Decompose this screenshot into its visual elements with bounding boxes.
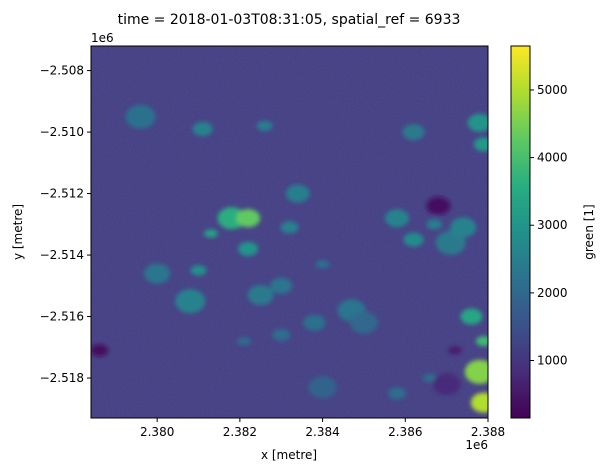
colorbar-tick-label: 5000	[537, 83, 568, 97]
x-tick-label: 2.388	[471, 425, 505, 439]
raster-patch	[272, 328, 291, 341]
x-offset-label: 1e6	[465, 438, 488, 452]
y-tick-label: −2.512	[40, 187, 84, 201]
raster-patch	[467, 113, 488, 132]
raster-patch	[447, 346, 462, 355]
y-tick-label: −2.510	[40, 125, 84, 139]
raster-patch	[285, 184, 310, 203]
raster-patch	[426, 196, 451, 215]
raster-patch	[303, 314, 326, 331]
raster-patch	[423, 374, 438, 383]
x-tick-label: 2.382	[223, 425, 257, 439]
colorbar-tick-label: 4000	[537, 151, 568, 165]
raster-patch	[125, 104, 156, 129]
x-axis-label: x [metre]	[261, 448, 317, 462]
colorbar-label: green [1]	[582, 204, 596, 259]
x-tick-label: 2.386	[388, 425, 422, 439]
y-axis-label: y [metre]	[11, 204, 25, 260]
raster-patch	[175, 289, 206, 314]
raster-patch	[473, 137, 488, 152]
x-axis: 2.380 2.382 2.384 2.386 2.388	[140, 418, 505, 439]
raster-patch	[192, 122, 213, 137]
raster-patch	[349, 311, 378, 334]
raster-patch	[385, 209, 410, 228]
raster-patch	[237, 337, 252, 346]
raster-patch	[280, 221, 299, 234]
colorbar-tick-label: 1000	[537, 354, 568, 368]
raster-patch	[403, 232, 424, 247]
raster-patch	[426, 219, 443, 230]
x-tick-label: 2.380	[140, 425, 174, 439]
colorbar-tick-label: 3000	[537, 218, 568, 232]
y-tick-label: −2.516	[40, 310, 84, 324]
plot-area	[91, 46, 488, 418]
raster-patch	[144, 263, 171, 284]
raster-patch	[203, 229, 218, 238]
y-axis: −2.508 −2.510 −2.512 −2.514 −2.516 −2.518	[40, 64, 91, 385]
y-tick-label: −2.518	[40, 371, 84, 385]
colorbar-axis: 1000 2000 3000 4000 5000	[530, 83, 568, 368]
raster-patch	[238, 241, 259, 256]
plot-frame	[90, 45, 489, 419]
raster-patch	[217, 207, 246, 230]
raster-patch	[91, 344, 109, 357]
colorbar-tick-label: 2000	[537, 286, 568, 300]
raster-patch	[470, 392, 488, 413]
y-offset-label: 1e6	[91, 31, 114, 45]
raster-patch	[256, 120, 273, 131]
raster-patch	[460, 308, 483, 325]
x-tick-label: 2.384	[305, 425, 339, 439]
chart-title: time = 2018-01-03T08:31:05, spatial_ref …	[118, 12, 461, 28]
raster-patch	[236, 209, 261, 228]
raster-patch	[190, 265, 207, 276]
raster-patch	[270, 277, 293, 294]
raster-patch	[435, 230, 466, 255]
y-tick-label: −2.508	[40, 64, 84, 78]
raster-patch	[315, 260, 330, 269]
raster-patch	[388, 387, 407, 400]
raster-patch	[432, 373, 461, 396]
y-tick-label: −2.514	[40, 248, 84, 262]
raster-patch	[308, 376, 337, 399]
raster-patch	[464, 359, 488, 384]
raster-patch	[450, 217, 477, 238]
raster-patch	[475, 336, 488, 347]
raster-patch	[402, 124, 425, 141]
raster-patch	[247, 285, 274, 306]
colorbar	[510, 45, 531, 419]
